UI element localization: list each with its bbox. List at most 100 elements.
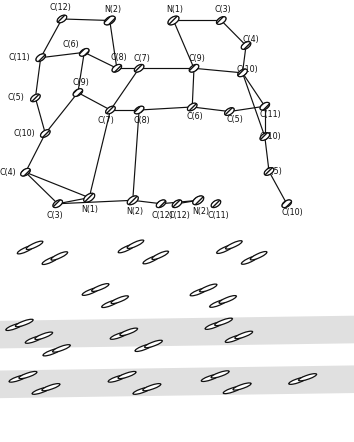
Ellipse shape (211, 200, 221, 208)
Ellipse shape (172, 200, 182, 208)
Ellipse shape (40, 130, 50, 137)
Text: C(10): C(10) (259, 132, 281, 141)
Text: C(9): C(9) (72, 78, 89, 87)
Ellipse shape (82, 288, 99, 295)
Text: C(11): C(11) (207, 210, 229, 220)
Ellipse shape (215, 318, 233, 326)
Ellipse shape (238, 69, 247, 77)
Ellipse shape (223, 386, 241, 394)
Ellipse shape (200, 284, 217, 292)
Ellipse shape (189, 65, 199, 72)
Text: C(5): C(5) (7, 93, 24, 103)
Ellipse shape (21, 168, 30, 176)
Ellipse shape (152, 251, 169, 259)
Text: C(5): C(5) (226, 115, 243, 124)
Ellipse shape (104, 16, 115, 25)
Ellipse shape (217, 245, 233, 253)
Ellipse shape (193, 196, 204, 205)
Ellipse shape (102, 300, 119, 308)
Ellipse shape (112, 65, 122, 72)
Ellipse shape (120, 328, 138, 335)
Ellipse shape (16, 319, 33, 327)
Text: C(12): C(12) (49, 3, 71, 12)
Ellipse shape (36, 54, 46, 61)
Text: C(10): C(10) (237, 65, 259, 73)
Text: C(4): C(4) (243, 35, 260, 44)
Ellipse shape (298, 373, 316, 381)
Ellipse shape (250, 251, 267, 260)
Text: C(6): C(6) (62, 40, 79, 49)
Text: C(12): C(12) (168, 210, 190, 220)
Ellipse shape (241, 42, 251, 50)
Ellipse shape (211, 371, 229, 378)
Ellipse shape (201, 374, 219, 381)
Ellipse shape (53, 345, 70, 352)
Ellipse shape (42, 256, 59, 264)
Text: C(8): C(8) (133, 116, 150, 125)
Ellipse shape (127, 240, 144, 248)
Ellipse shape (6, 323, 23, 331)
Text: N(1): N(1) (81, 205, 98, 213)
Ellipse shape (73, 89, 83, 96)
Ellipse shape (219, 296, 236, 303)
Ellipse shape (168, 16, 179, 25)
Ellipse shape (205, 322, 223, 329)
Ellipse shape (225, 241, 242, 249)
Ellipse shape (133, 387, 151, 394)
Polygon shape (0, 365, 354, 398)
Ellipse shape (216, 17, 226, 24)
Ellipse shape (43, 348, 61, 356)
Text: C(9): C(9) (188, 54, 205, 63)
Ellipse shape (17, 245, 34, 254)
Ellipse shape (143, 255, 160, 264)
Ellipse shape (135, 344, 153, 351)
Ellipse shape (143, 384, 161, 391)
Ellipse shape (35, 332, 53, 339)
Text: C(5): C(5) (266, 167, 283, 176)
Ellipse shape (105, 106, 115, 114)
Polygon shape (0, 316, 354, 348)
Ellipse shape (92, 284, 109, 291)
Text: C(10): C(10) (13, 129, 35, 138)
Ellipse shape (127, 196, 138, 205)
Ellipse shape (235, 331, 253, 339)
Ellipse shape (264, 168, 274, 175)
Ellipse shape (241, 256, 258, 264)
Ellipse shape (225, 335, 243, 343)
Ellipse shape (260, 103, 270, 110)
Ellipse shape (156, 200, 166, 208)
Ellipse shape (190, 288, 207, 296)
Ellipse shape (42, 384, 60, 391)
Text: N(1): N(1) (167, 5, 184, 14)
Text: C(10): C(10) (281, 208, 303, 217)
Text: C(12): C(12) (152, 210, 174, 220)
Ellipse shape (110, 332, 128, 339)
Ellipse shape (53, 200, 63, 208)
Text: C(6): C(6) (187, 112, 204, 121)
Text: N(2): N(2) (126, 207, 143, 216)
Ellipse shape (32, 387, 50, 394)
Ellipse shape (118, 244, 135, 253)
Text: C(7): C(7) (133, 54, 150, 63)
Ellipse shape (145, 340, 162, 348)
Ellipse shape (111, 296, 129, 304)
Ellipse shape (210, 300, 227, 307)
Ellipse shape (233, 383, 251, 390)
Ellipse shape (134, 65, 144, 72)
Ellipse shape (9, 375, 27, 382)
Ellipse shape (79, 49, 89, 56)
Text: C(3): C(3) (46, 210, 63, 220)
Text: C(11): C(11) (8, 53, 30, 62)
Text: N(2): N(2) (192, 207, 209, 216)
Text: C(11): C(11) (259, 110, 281, 119)
Ellipse shape (260, 133, 270, 141)
Ellipse shape (19, 371, 37, 379)
Ellipse shape (134, 106, 144, 114)
Ellipse shape (30, 94, 40, 102)
Ellipse shape (118, 371, 136, 379)
Ellipse shape (108, 375, 126, 382)
Text: C(4): C(4) (0, 168, 16, 177)
Ellipse shape (25, 336, 43, 343)
Ellipse shape (187, 103, 197, 111)
Text: N(2): N(2) (104, 5, 121, 14)
